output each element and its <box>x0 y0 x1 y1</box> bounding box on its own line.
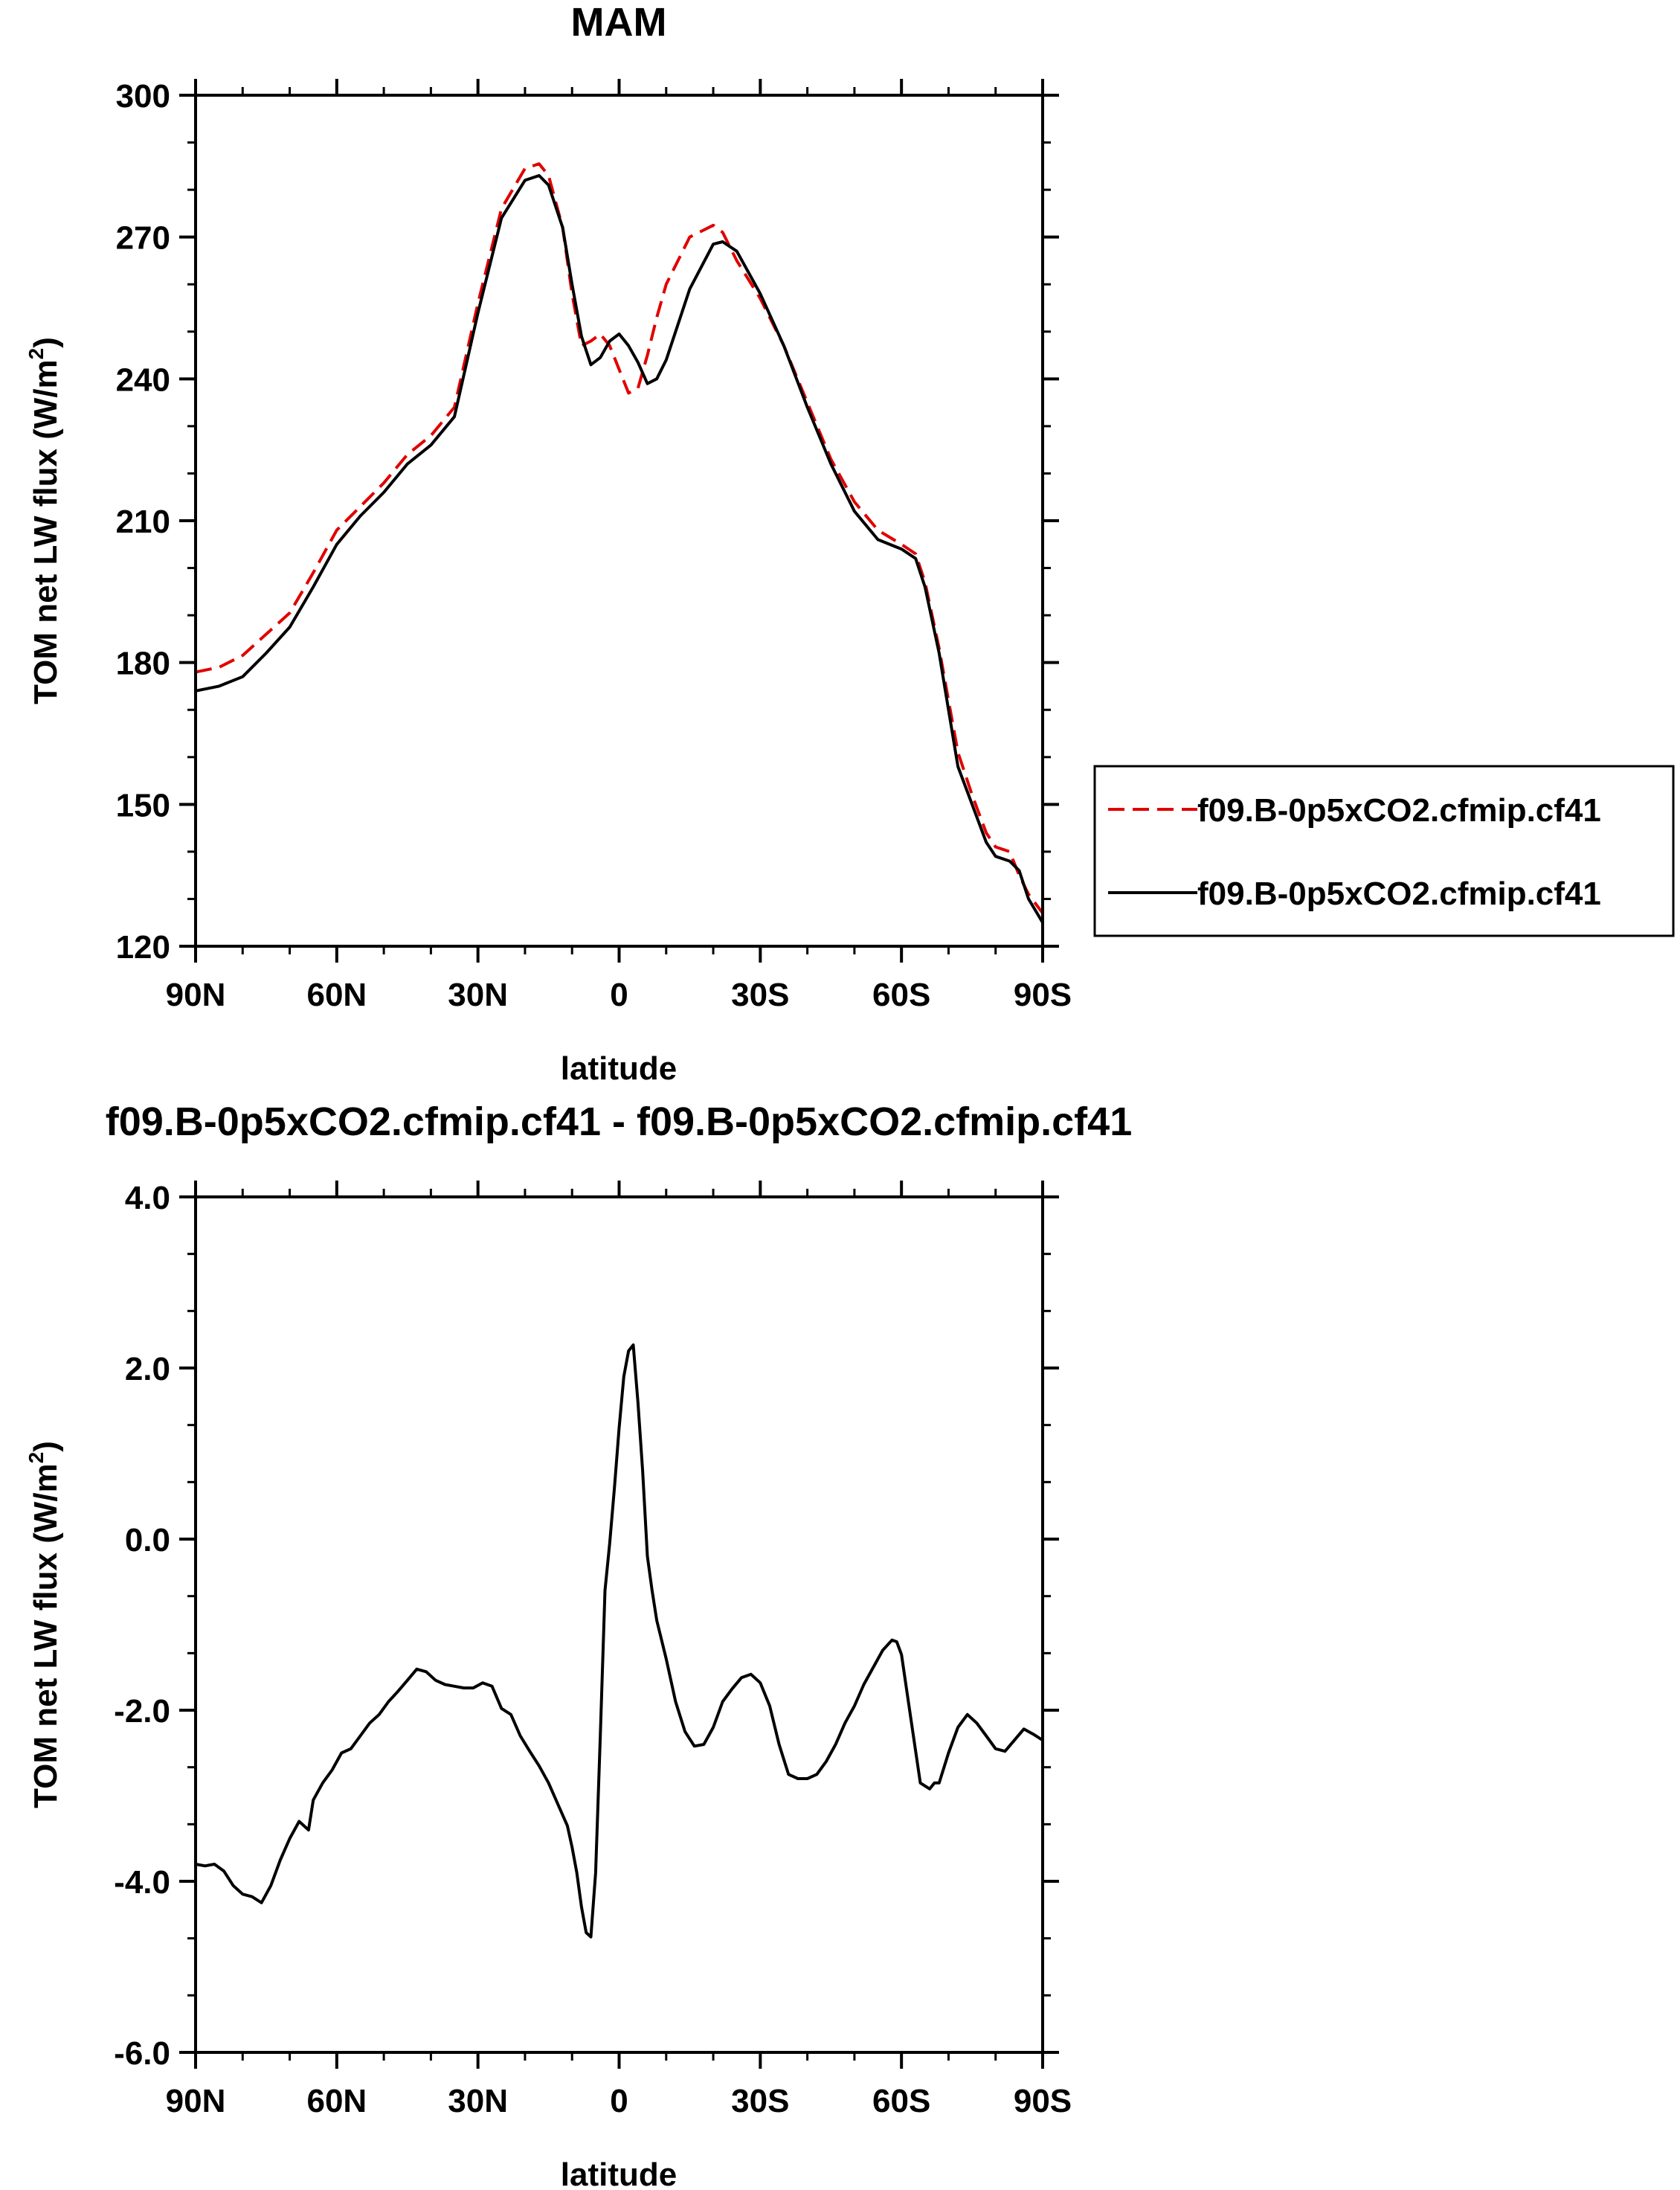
y-tick-label: 2.0 <box>125 1351 170 1387</box>
x-tick-label: 60S <box>872 2083 930 2119</box>
bottom-chart-title: f09.B-0p5xCO2.cfmip.cf41 - f09.B-0p5xCO2… <box>106 1099 1132 1144</box>
top-panel: MAM 120 150 180 210 240 270 300 90N 60N 30N 0 30S 60… <box>25 0 1675 1087</box>
x-tick-label: 60N <box>306 2083 367 2119</box>
legend-label-1: f09.B-0p5xCO2.cfmip.cf41 <box>1197 792 1601 829</box>
y-tick-label: -2.0 <box>114 1693 170 1730</box>
bottom-ticks: -6.0 -4.0 -2.0 0.0 2.0 4.0 90N 60N 30N 0 30S 60S 90S <box>114 1180 1072 2119</box>
x-tick-label: 90N <box>166 977 226 1013</box>
x-tick-label: 60S <box>872 977 930 1013</box>
y-tick-label: 270 <box>116 220 170 257</box>
y-tick-label: -6.0 <box>114 2035 170 2072</box>
y-tick-label: 150 <box>116 787 170 823</box>
legend-box <box>1093 765 1675 937</box>
y-tick-label: 240 <box>116 362 170 398</box>
x-tick-label: 90S <box>1014 977 1072 1013</box>
x-tick-label: 90N <box>166 2083 226 2119</box>
y-tick-label: 0.0 <box>125 1522 170 1558</box>
y-tick-label: 300 <box>116 78 170 115</box>
top-chart-title: MAM <box>571 0 667 45</box>
x-tick-label: 30N <box>448 977 508 1013</box>
y-tick-label: 120 <box>116 929 170 966</box>
x-tick-label: 30N <box>448 2083 508 2119</box>
top-x-axis-label: latitude <box>561 1050 677 1087</box>
x-tick-label: 30S <box>731 2083 789 2119</box>
bottom-x-axis-label: latitude <box>561 2157 677 2190</box>
x-tick-label: 90S <box>1014 2083 1072 2119</box>
y-tick-label: -4.0 <box>114 1864 170 1901</box>
top-y-axis-label: TOM net LW flux (W/m2) <box>25 337 64 704</box>
x-tick-label: 0 <box>610 977 628 1013</box>
series-line-1 <box>195 1343 1044 1939</box>
x-tick-label: 0 <box>610 2083 628 2119</box>
x-tick-label: 30S <box>731 977 789 1013</box>
legend-label-2: f09.B-0p5xCO2.cfmip.cf41 <box>1197 876 1601 912</box>
bottom-y-axis-label: TOM net LW flux (W/m2) <box>25 1441 64 1808</box>
legend: f09.B-0p5xCO2.cfmip.cf41 f09.B-0p5xCO2.c… <box>1093 765 1675 937</box>
bottom-series-layer <box>195 1343 1044 1939</box>
top-series-layer <box>195 162 1044 924</box>
bottom-panel: f09.B-0p5xCO2.cfmip.cf41 - f09.B-0p5xCO2… <box>25 1099 1132 2190</box>
top-ticks: 120 150 180 210 240 270 300 90N 60N 30N 0 30S 60S 90S <box>116 78 1072 1013</box>
y-tick-label: 210 <box>116 504 170 540</box>
series-line-2 <box>195 174 1044 924</box>
x-tick-label: 60N <box>306 977 367 1013</box>
y-tick-label: 180 <box>116 646 170 682</box>
y-tick-label: 4.0 <box>125 1180 170 1216</box>
